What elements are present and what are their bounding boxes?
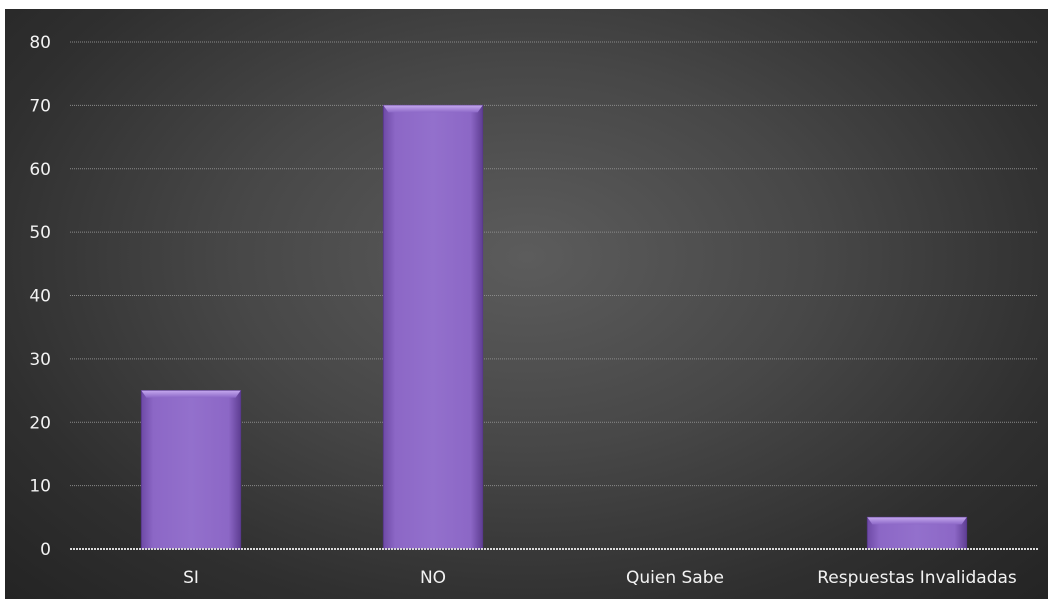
x-category-label: SI xyxy=(183,568,199,588)
bar-chart: 0 10 20 30 40 50 60 70 80 SI NO Quien Sabe Respuest… xyxy=(29,33,1038,588)
gridlines xyxy=(70,41,1038,487)
y-tick-label: 10 xyxy=(29,477,51,497)
y-tick-label: 80 xyxy=(29,33,51,53)
y-tick-label: 30 xyxy=(29,350,51,370)
x-category-label: Quien Sabe xyxy=(626,568,724,588)
bar-bevel xyxy=(867,517,967,525)
y-tick-label: 20 xyxy=(29,413,51,433)
y-tick-label: 60 xyxy=(29,160,51,180)
y-tick-label: 50 xyxy=(29,223,51,243)
bars xyxy=(140,104,968,550)
bar-bevel xyxy=(141,390,241,398)
y-tick-label: 70 xyxy=(29,96,51,116)
bar-body xyxy=(140,390,242,550)
bar-body xyxy=(382,104,484,550)
bar xyxy=(382,104,484,550)
x-category-label: Respuestas Invalidadas xyxy=(817,568,1017,588)
bar xyxy=(140,390,242,550)
x-axis-category-labels: SI NO Quien Sabe Respuestas Invalidadas xyxy=(183,568,1017,588)
y-axis-tick-labels: 0 10 20 30 40 50 60 70 80 xyxy=(29,33,51,560)
chart-area: 0 10 20 30 40 50 60 70 80 SI NO Quien Sabe Respuest… xyxy=(5,9,1048,599)
bar xyxy=(866,516,968,550)
x-category-label: NO xyxy=(420,568,446,588)
bar-bevel xyxy=(383,105,483,113)
y-tick-label: 40 xyxy=(29,287,51,307)
y-tick-label: 0 xyxy=(40,540,51,560)
